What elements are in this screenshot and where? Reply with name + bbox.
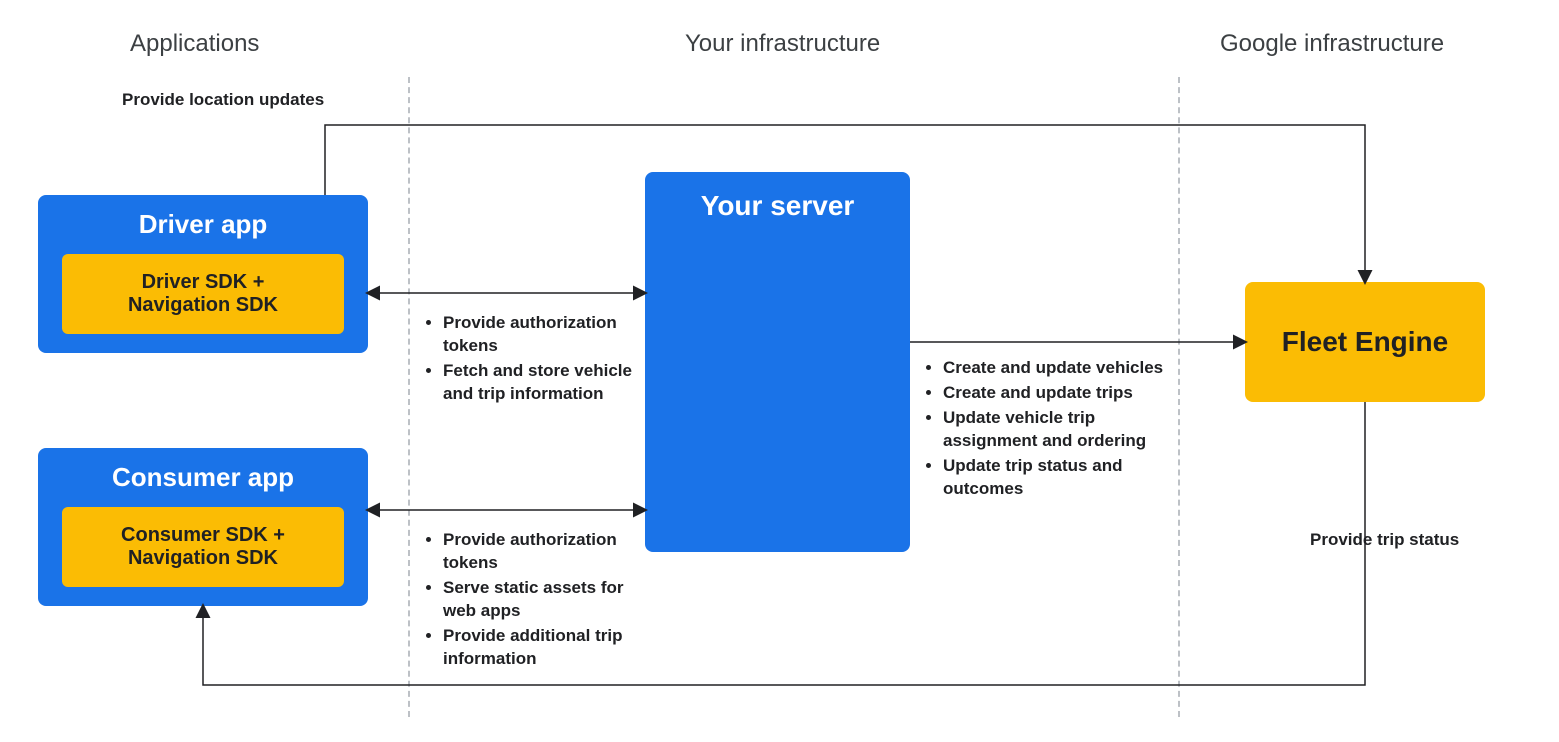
fleet-engine-title: Fleet Engine <box>1282 326 1448 358</box>
divider-1 <box>408 77 410 717</box>
column-header-google-infrastructure: Google infrastructure <box>1220 30 1444 58</box>
your-server-title: Your server <box>645 172 910 222</box>
bullet-item: Create and update vehicles <box>943 357 1185 380</box>
bullets-server-to-fleet: Create and update vehiclesCreate and upd… <box>925 355 1185 503</box>
bullet-item: Provide additional trip information <box>443 625 645 671</box>
bullet-item: Provide authorization tokens <box>443 312 645 358</box>
driver-sdk-pill: Driver SDK + Navigation SDK <box>62 254 344 334</box>
column-header-your-infrastructure: Your infrastructure <box>685 30 880 58</box>
diagram-stage: Applications Your infrastructure Google … <box>0 0 1559 742</box>
your-server-box: Your server <box>645 172 910 552</box>
bullet-item: Update trip status and outcomes <box>943 455 1185 501</box>
bullet-item: Create and update trips <box>943 382 1185 405</box>
label-provide-location-updates: Provide location updates <box>122 90 324 110</box>
consumer-app-title: Consumer app <box>38 448 368 493</box>
driver-app-title: Driver app <box>38 195 368 240</box>
consumer-sdk-pill: Consumer SDK + Navigation SDK <box>62 507 344 587</box>
label-provide-trip-status: Provide trip status <box>1310 530 1459 550</box>
bullets-driver-to-server: Provide authorization tokensFetch and st… <box>425 310 645 408</box>
bullet-item: Fetch and store vehicle and trip informa… <box>443 360 645 406</box>
bullet-item: Serve static assets for web apps <box>443 577 645 623</box>
bullet-item: Provide authorization tokens <box>443 529 645 575</box>
bullets-consumer-to-server: Provide authorization tokensServe static… <box>425 527 645 673</box>
bullet-item: Update vehicle trip assignment and order… <box>943 407 1185 453</box>
column-header-applications: Applications <box>130 30 259 58</box>
fleet-engine-box: Fleet Engine <box>1245 282 1485 402</box>
